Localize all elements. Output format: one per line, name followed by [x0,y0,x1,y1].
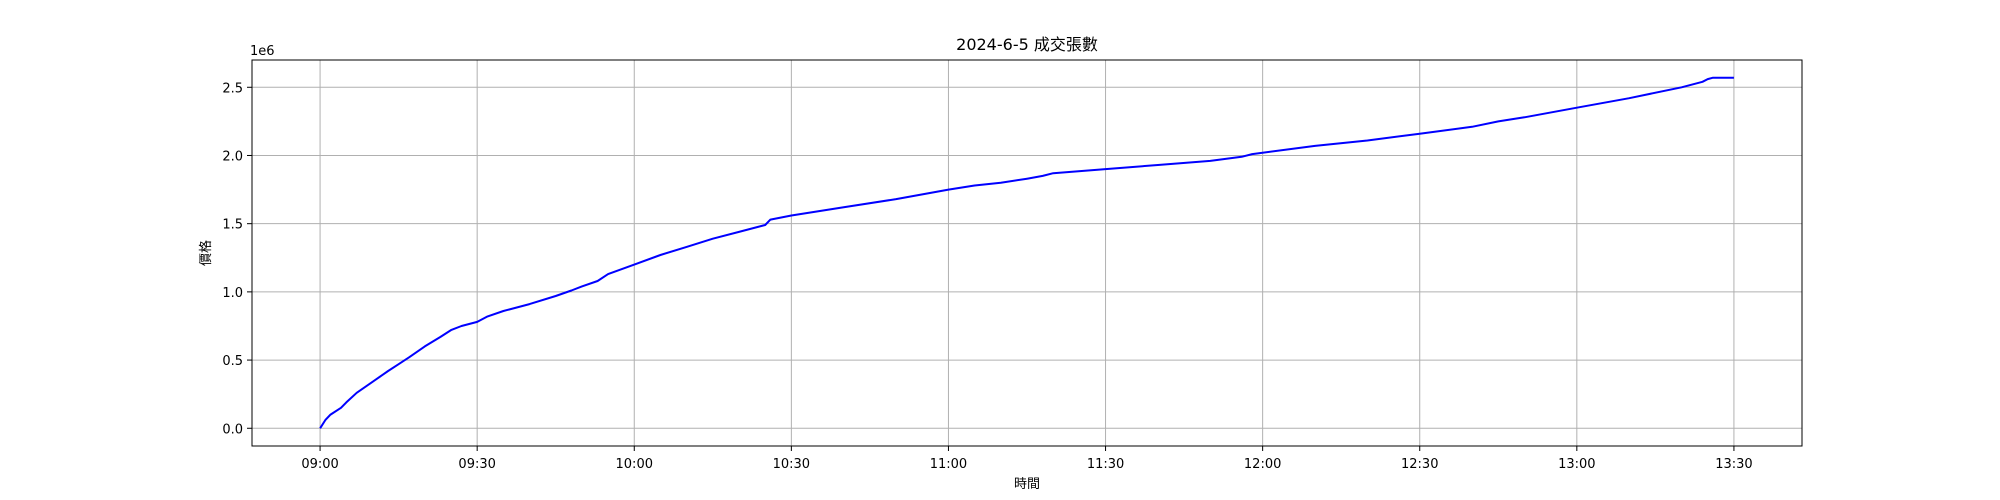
x-tick-label: 09:00 [301,457,338,472]
x-tick-label: 12:30 [1401,457,1438,472]
y-offset-text: 1e6 [250,44,275,59]
x-axis-label: 時間 [1014,477,1040,492]
x-tick-label: 11:30 [1087,457,1124,472]
y-axis-label: 價格 [198,240,214,266]
y-tick-label: 2.0 [222,149,243,164]
y-tick-label: 1.5 [222,218,243,233]
plot-frame [251,59,1803,447]
x-tick-label: 09:30 [458,457,495,472]
x-tick-label: 10:30 [773,457,810,472]
y-tick-label: 1.0 [222,286,243,301]
x-tick-label: 12:00 [1244,457,1281,472]
chart-title: 2024-6-5 成交張數 [956,35,1098,54]
y-tick-label: 2.5 [222,81,243,96]
x-tick-label: 13:00 [1558,457,1595,472]
y-tick-label: 0.5 [222,354,243,369]
x-tick-label: 13:30 [1715,457,1752,472]
x-axis: 09:00 09:30 10:00 10:30 11:00 11:30 12:00 12:30… [301,446,1753,472]
grid-lines [252,60,1802,446]
series-layer [319,76,1734,429]
x-tick-label: 11:00 [930,457,967,472]
x-tick-label: 10:00 [616,457,653,472]
series-line [319,76,1734,429]
y-axis: 0.0 0.5 1.0 1.5 2.0 2.5 [222,81,252,437]
y-tick-label: 0.0 [222,422,243,437]
